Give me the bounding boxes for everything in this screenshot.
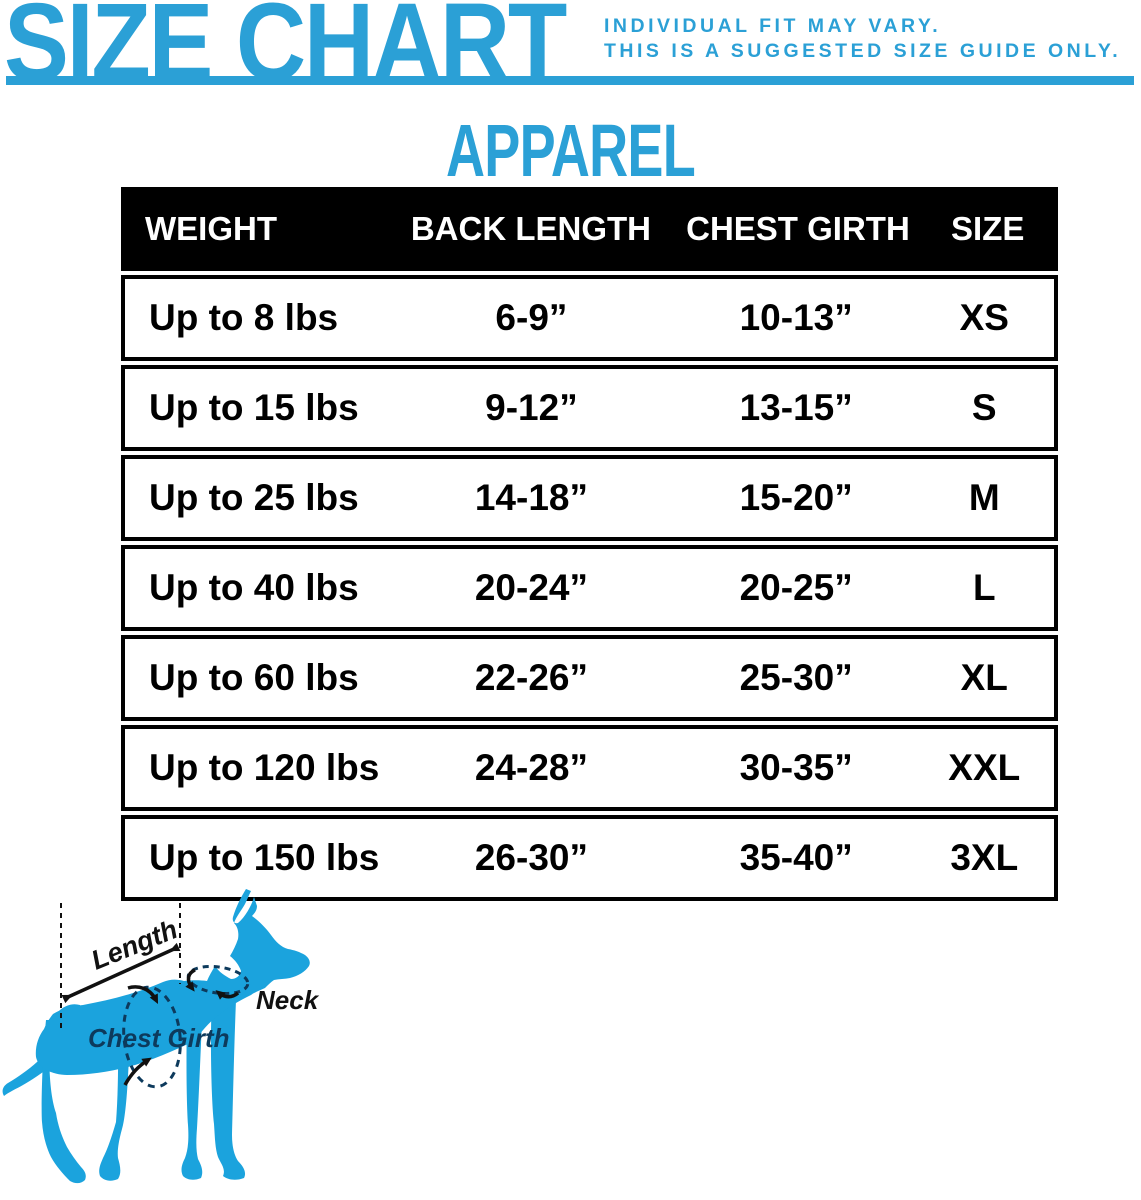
svg-text:Neck: Neck xyxy=(256,985,320,1015)
svg-text:Chest Girth: Chest Girth xyxy=(88,1023,230,1053)
